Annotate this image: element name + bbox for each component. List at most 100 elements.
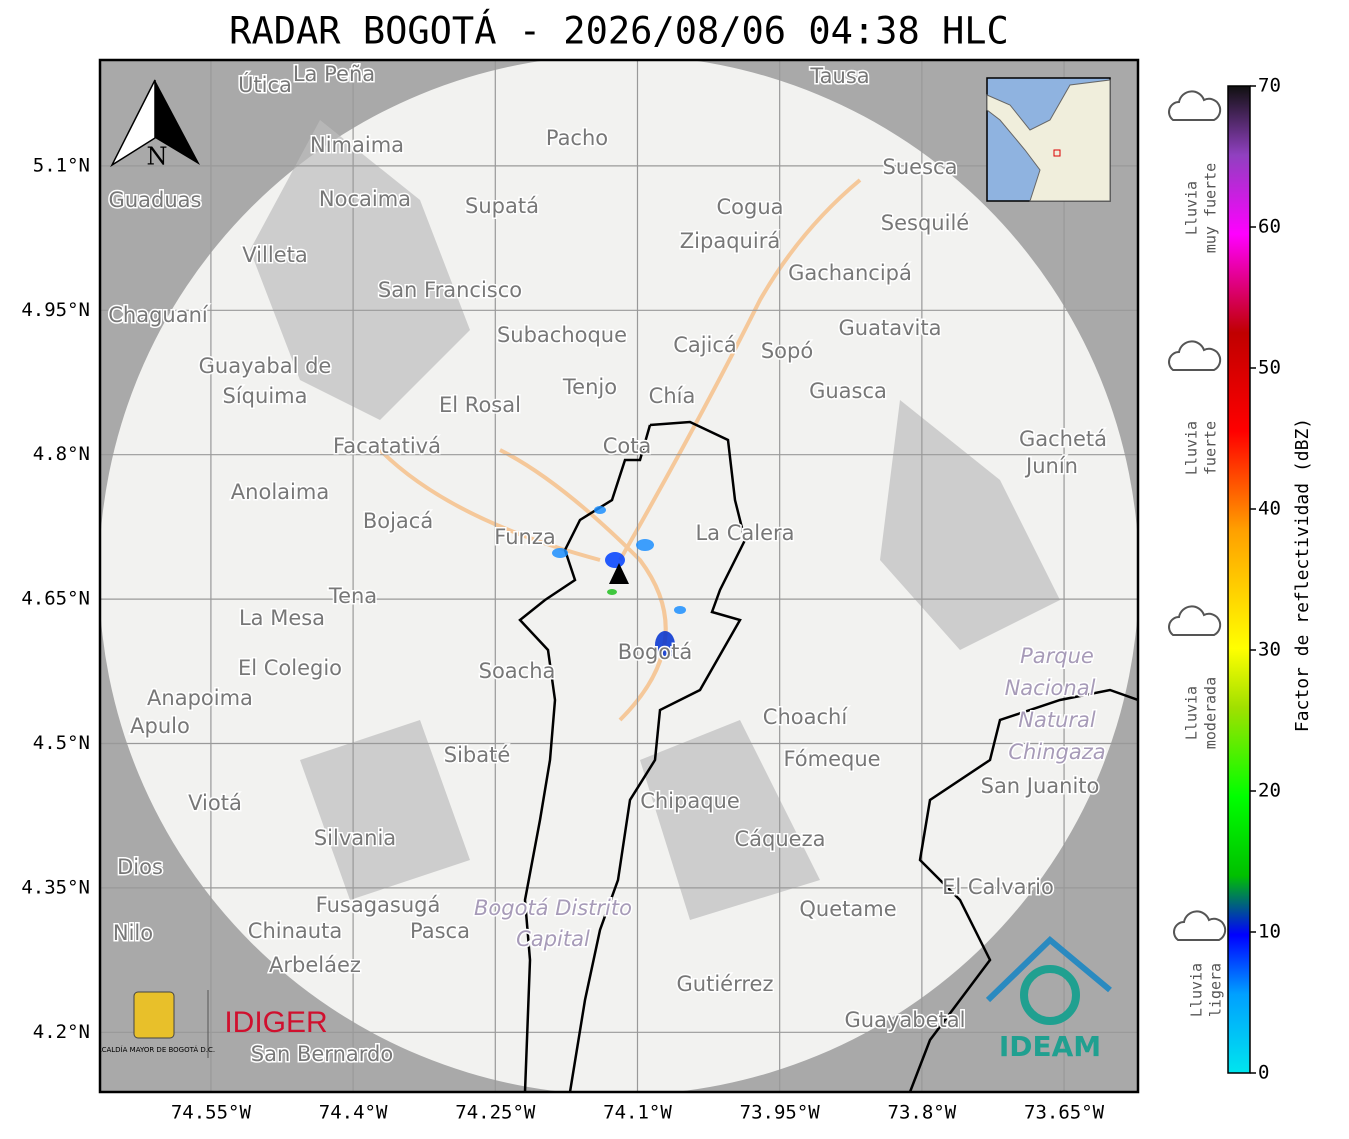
place-label: Chía — [649, 384, 696, 408]
colorbar-tick-label: 20 — [1258, 780, 1281, 802]
place-label: Gachetá — [1019, 427, 1107, 451]
colorbar — [1227, 85, 1251, 1074]
alcaldia-shield — [133, 991, 175, 1039]
place-label: Soacha — [479, 659, 556, 683]
place-label: Pacho — [546, 126, 608, 150]
colorbar-label: Factor de reflectividad (dBZ) — [1292, 418, 1313, 732]
colorbar-tick-label: 30 — [1258, 639, 1281, 661]
place-label: Fómeque — [783, 747, 880, 771]
area-label: Parque — [1020, 644, 1094, 668]
place-label: Cáqueza — [735, 827, 826, 851]
place-label: Cogua — [716, 195, 783, 219]
place-label: Facatativá — [333, 434, 441, 458]
ideam-roof — [985, 935, 1112, 1003]
area-label: Capital — [516, 927, 590, 951]
place-label: Síquima — [223, 384, 308, 408]
place-label: Sesquilé — [881, 211, 969, 235]
place-label: Tena — [328, 584, 377, 608]
place-label: Supatá — [465, 194, 539, 218]
colorbar-tick-label: 50 — [1258, 357, 1281, 379]
radar-echoes — [552, 506, 686, 659]
legend-label: ligera — [1207, 963, 1225, 1017]
place-label: Cota — [603, 434, 652, 458]
place-label: Nimaima — [310, 133, 404, 157]
place-label: La Calera — [695, 521, 794, 545]
place-label: Viotá — [188, 791, 242, 815]
colorbar-tick-label: 10 — [1258, 921, 1281, 943]
place-label: Sopó — [761, 339, 813, 363]
place-label: Gutiérrez — [677, 972, 774, 996]
y-tick-label: 4.95°N — [21, 299, 90, 321]
map-frame — [98, 58, 1140, 1094]
title: RADAR BOGOTÁ - 2026/08/06 04:38 HLC — [229, 9, 1009, 53]
place-label: Chinauta — [248, 919, 342, 943]
area-label: Bogotá Distrito — [474, 896, 632, 920]
weather-icon — [1168, 90, 1222, 121]
place-label: Fusagasugá — [316, 893, 441, 917]
colorbar-tick-label: 40 — [1258, 498, 1281, 520]
place-label: Cajicá — [673, 333, 737, 357]
ideam-swirl — [1020, 965, 1080, 1025]
inset-locator — [1053, 149, 1061, 157]
place-label: Choachí — [763, 705, 849, 729]
inset-land — [986, 79, 1111, 202]
x-tick-label: 74.4°W — [319, 1102, 388, 1124]
area-label: Nacional — [1005, 676, 1096, 700]
place-label: Tausa — [809, 64, 869, 88]
place-label: Guatavita — [839, 316, 942, 340]
place-label: Pasca — [410, 919, 470, 943]
legend-label: Lluvia — [1183, 181, 1201, 235]
weather-icon — [1168, 340, 1222, 371]
terrain-shading — [250, 120, 1060, 920]
x-tick-label: 73.95°W — [740, 1102, 821, 1124]
north-arrow-right — [155, 80, 200, 165]
y-tick-label: 4.8°N — [33, 443, 90, 465]
place-label: Funza — [494, 525, 555, 549]
weather-icon — [1168, 605, 1222, 636]
legend-label: moderada — [1202, 677, 1220, 749]
place-label: El Rosal — [439, 393, 521, 417]
place-label: Anolaima — [231, 480, 329, 504]
x-tick-label: 73.8°W — [888, 1102, 957, 1124]
place-label: El Colegio — [238, 656, 342, 680]
place-label: Bogotá — [618, 640, 693, 664]
place-label: Guayabetal — [845, 1008, 966, 1032]
place-label: Silvania — [314, 826, 396, 850]
y-tick-label: 4.65°N — [21, 588, 90, 610]
place-label: Nilo — [113, 921, 153, 945]
place-label: San Bernardo — [251, 1042, 393, 1066]
place-label: San Juanito — [981, 774, 1100, 798]
place-label: Chipaque — [640, 789, 740, 813]
place-label: El Calvario — [942, 875, 1054, 899]
place-label: Nocaima — [319, 187, 411, 211]
radar-site — [609, 563, 629, 584]
legend-label: Lluvia — [1183, 421, 1201, 475]
place-label: Chaguaní — [108, 303, 209, 327]
place-label: Bojacá — [363, 509, 433, 533]
legend-label: Lluvia — [1183, 686, 1201, 740]
place-label: La Peña — [293, 62, 375, 86]
place-label: Quetame — [799, 897, 896, 921]
y-tick-label: 4.35°N — [21, 876, 90, 898]
area-label: Chingaza — [1008, 740, 1105, 764]
place-label: La Mesa — [239, 606, 325, 630]
place-label: Junín — [1024, 454, 1078, 478]
legend-label: muy fuerte — [1202, 163, 1220, 253]
area-label: Natural — [1018, 708, 1096, 732]
place-label: Apulo — [130, 714, 190, 738]
place-label: Guaduas — [109, 188, 202, 212]
colorbar-tick-label: 0 — [1258, 1062, 1269, 1084]
place-label: Tenjo — [562, 375, 617, 399]
x-tick-label: 74.1°W — [603, 1102, 672, 1124]
place-label: Sibaté — [444, 743, 511, 767]
place-label: San Francisco — [378, 278, 522, 302]
y-tick-label: 5.1°N — [33, 154, 90, 176]
place-label: Útica — [238, 72, 292, 97]
idiger-logo: IDIGER — [224, 1006, 327, 1039]
alcaldia-logo: ALCALDÍA MAYOR DE BOGOTÁ D.C. — [93, 1045, 215, 1054]
weather-icon — [1173, 910, 1227, 941]
x-tick-label: 74.25°W — [455, 1102, 536, 1124]
place-label: Dios — [117, 855, 163, 879]
place-label: Zipaquirá — [680, 229, 780, 253]
